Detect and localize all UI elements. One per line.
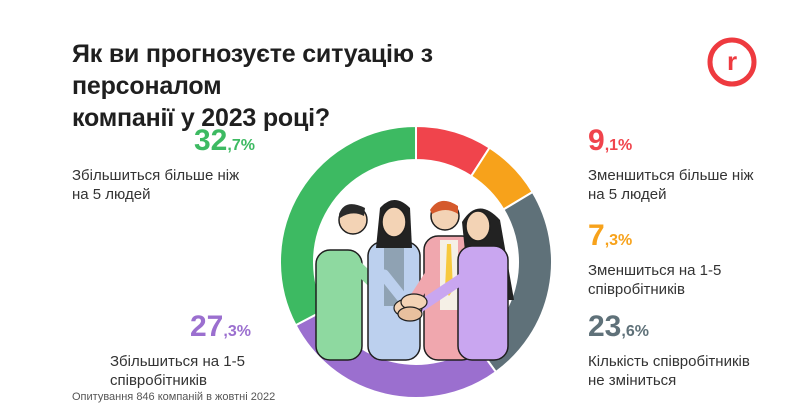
- page-title: Як ви прогнозуєте ситуацію з персоналом …: [72, 38, 552, 134]
- stat-decrease-more-than-5: 9,1% Зменшиться більше ніж на 5 людей: [588, 126, 798, 204]
- stat-increase-more-than-5: 32,7% Збільшиться більше ніж на 5 людей: [72, 126, 282, 204]
- stat-label: Збільшиться на 1-5 співробітників: [110, 353, 245, 389]
- stat-no-change: 23,6% Кількість співробітників не змінить…: [588, 312, 798, 390]
- team-illustration: [315, 200, 514, 361]
- person-blue-blazer: [367, 200, 421, 361]
- stat-value-dec: ,3%: [604, 232, 633, 249]
- donut-slice-4: [279, 124, 417, 327]
- title-line-1: Як ви прогнозуєте ситуацію з персоналом: [72, 40, 433, 100]
- stat-value-dec: ,7%: [227, 137, 255, 154]
- brand-logo: r: [707, 37, 757, 87]
- stat-label: Збільшиться більше ніж на 5 людей: [72, 167, 240, 203]
- stat-value-int: 32: [194, 124, 228, 157]
- stat-value-int: 23: [588, 310, 622, 343]
- stat-value-dec: ,6%: [621, 323, 649, 340]
- stat-value-int: 9: [588, 124, 605, 157]
- stat-increase-1-5: 27,3% Збільшиться на 1-5 співробітників: [110, 312, 320, 390]
- stat-label: Кількість співробітників не зміниться: [588, 353, 750, 389]
- brand-logo-ring: [707, 37, 757, 87]
- stat-decrease-1-5: 7,3% Зменшиться на 1-5 співробітників: [588, 221, 798, 299]
- stat-value-dec: ,3%: [223, 323, 251, 340]
- stacked-hands: [393, 293, 428, 322]
- stat-value: 23,6%: [588, 312, 798, 342]
- stat-value: 9,1%: [588, 126, 798, 156]
- stat-value: 27,3%: [110, 312, 320, 342]
- stat-value-dec: ,1%: [604, 137, 633, 154]
- survey-footnote: Опитування 846 компаній в жовтні 2022: [72, 391, 276, 403]
- stat-value: 7,3%: [588, 221, 798, 251]
- stat-label: Зменшиться на 1-5 співробітників: [588, 262, 722, 298]
- stat-label: Зменшиться більше ніж на 5 людей: [588, 167, 754, 203]
- stat-value-int: 7: [588, 219, 605, 252]
- title-line-2: компанії у 2023 році?: [72, 104, 330, 132]
- stat-value-int: 27: [190, 310, 224, 343]
- brand-logo-letter: r: [727, 46, 737, 76]
- stat-value: 32,7%: [72, 126, 282, 156]
